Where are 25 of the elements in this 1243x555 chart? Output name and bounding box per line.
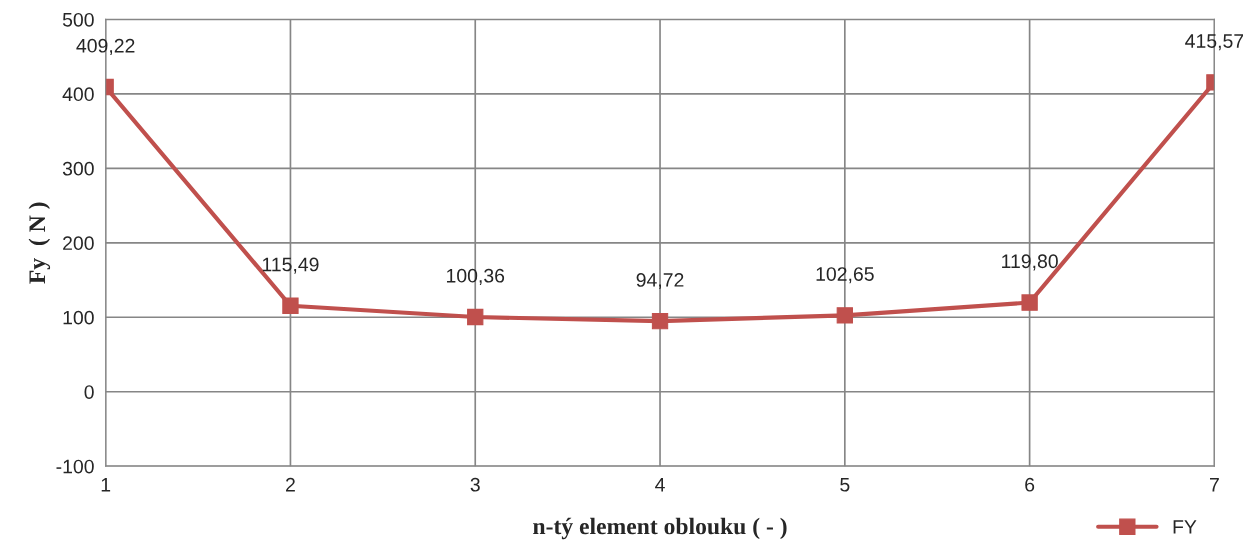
point (651, 313, 669, 330)
x-tick-label: 2 (286, 477, 295, 492)
point (836, 307, 853, 324)
data-label: 409,22 (76, 38, 135, 55)
data-label: 415,57 (1185, 34, 1243, 51)
point (467, 308, 484, 326)
y-tick-label: 200 (63, 236, 94, 251)
legend-label: FY (1173, 520, 1197, 534)
x-axis-title: n-tý element oblouku ( - ) (533, 517, 787, 540)
x-tick-label: 7 (1210, 478, 1219, 492)
y-tick-label: 0 (84, 385, 94, 399)
y-tick-label: -100 (56, 459, 94, 474)
x-tick-label: 1 (101, 478, 111, 492)
point (1021, 294, 1038, 311)
x-tick-label: 4 (655, 478, 665, 492)
x-tick-label: 6 (1025, 477, 1035, 492)
x-tick-label: 3 (470, 477, 480, 492)
point (282, 297, 299, 314)
y-tick-label: 500 (62, 12, 94, 27)
x-tick-label: 5 (840, 478, 850, 492)
data-label: 94,72 (636, 273, 684, 290)
y-tick-label: 300 (62, 161, 94, 176)
y-tick-label: 100 (63, 310, 94, 325)
y-tick-label: 400 (62, 87, 94, 102)
y-axis-title: Fy ( N ) (28, 202, 51, 284)
